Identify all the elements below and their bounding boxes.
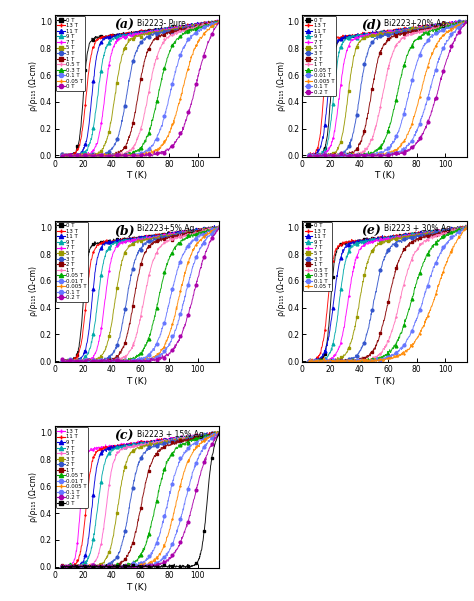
Text: (c): (c) — [114, 430, 133, 444]
Text: (b): (b) — [114, 225, 135, 238]
Legend: 0 T, 13 T, 11 T, 9 T, 7 T, 5 T, 3 T, 2 T, 1 T, 0.05 T, 0.01 T, 0.005 T, 0.1 T, 0: 0 T, 13 T, 11 T, 9 T, 7 T, 5 T, 3 T, 2 T… — [55, 222, 89, 302]
Text: Bi2223 + 30% Ag: Bi2223 + 30% Ag — [384, 224, 451, 233]
Text: Bi2223+20% Ag: Bi2223+20% Ag — [384, 19, 447, 28]
Text: Bi2223- Pure: Bi2223- Pure — [137, 19, 186, 28]
Y-axis label: ρ/ρ₁₁₅ (Ω-cm): ρ/ρ₁₁₅ (Ω-cm) — [29, 472, 38, 522]
Text: (e): (e) — [361, 225, 381, 238]
X-axis label: T (K): T (K) — [127, 171, 147, 180]
Y-axis label: ρ/ρ₁₁₅ (Ω-cm): ρ/ρ₁₁₅ (Ω-cm) — [29, 266, 38, 317]
Text: (a): (a) — [114, 19, 134, 32]
X-axis label: T (K): T (K) — [127, 582, 147, 591]
Y-axis label: ρ/ρ₁₁₅ (Ω-cm): ρ/ρ₁₁₅ (Ω-cm) — [29, 61, 38, 111]
Legend: 0 T, 13 T, 11 T, 9 T, 7 T, 5 T, 3 T, 1 T, 0.5 T, 0.3 T, 0.1 T, 0.05 T: 0 T, 13 T, 11 T, 9 T, 7 T, 5 T, 3 T, 1 T… — [303, 222, 332, 291]
Y-axis label: ρ/ρ₁₁₅ (Ω-cm): ρ/ρ₁₁₅ (Ω-cm) — [277, 61, 286, 111]
X-axis label: T (K): T (K) — [374, 171, 395, 180]
X-axis label: T (K): T (K) — [127, 377, 147, 386]
Y-axis label: ρ/ρ₁₁₅ (Ω-cm): ρ/ρ₁₁₅ (Ω-cm) — [277, 266, 286, 317]
Text: Bi2223+5% Ag: Bi2223+5% Ag — [137, 224, 194, 233]
Text: Bi2223 + 15% Ag: Bi2223 + 15% Ag — [137, 430, 204, 439]
Legend: 0 T, 13 T, 11 T, 9 T, 7 T, 5 T, 3 T, 2 T, 1 T, 0.05 T, 0.01 T, 0.005 T, 0.1 T, 0: 0 T, 13 T, 11 T, 9 T, 7 T, 5 T, 3 T, 2 T… — [303, 16, 336, 96]
Text: (d): (d) — [361, 19, 382, 32]
X-axis label: T (K): T (K) — [374, 377, 395, 386]
Legend: 13 T, 11 T, 9 T, 7 T, 5 T, 3 T, 2 T, 1 T, 0.05 T, 0.01 T, 0.005 T, 0.1 T, 0.2 T,: 13 T, 11 T, 9 T, 7 T, 5 T, 3 T, 2 T, 1 T… — [55, 427, 89, 508]
Legend: 0 T, 13 T, 11 T, 9 T, 7 T, 5 T, 3 T, 1 T, 0.5 T, 0.3 T, 0.1 T, 0.05 T, 0 T: 0 T, 13 T, 11 T, 9 T, 7 T, 5 T, 3 T, 1 T… — [55, 16, 85, 91]
